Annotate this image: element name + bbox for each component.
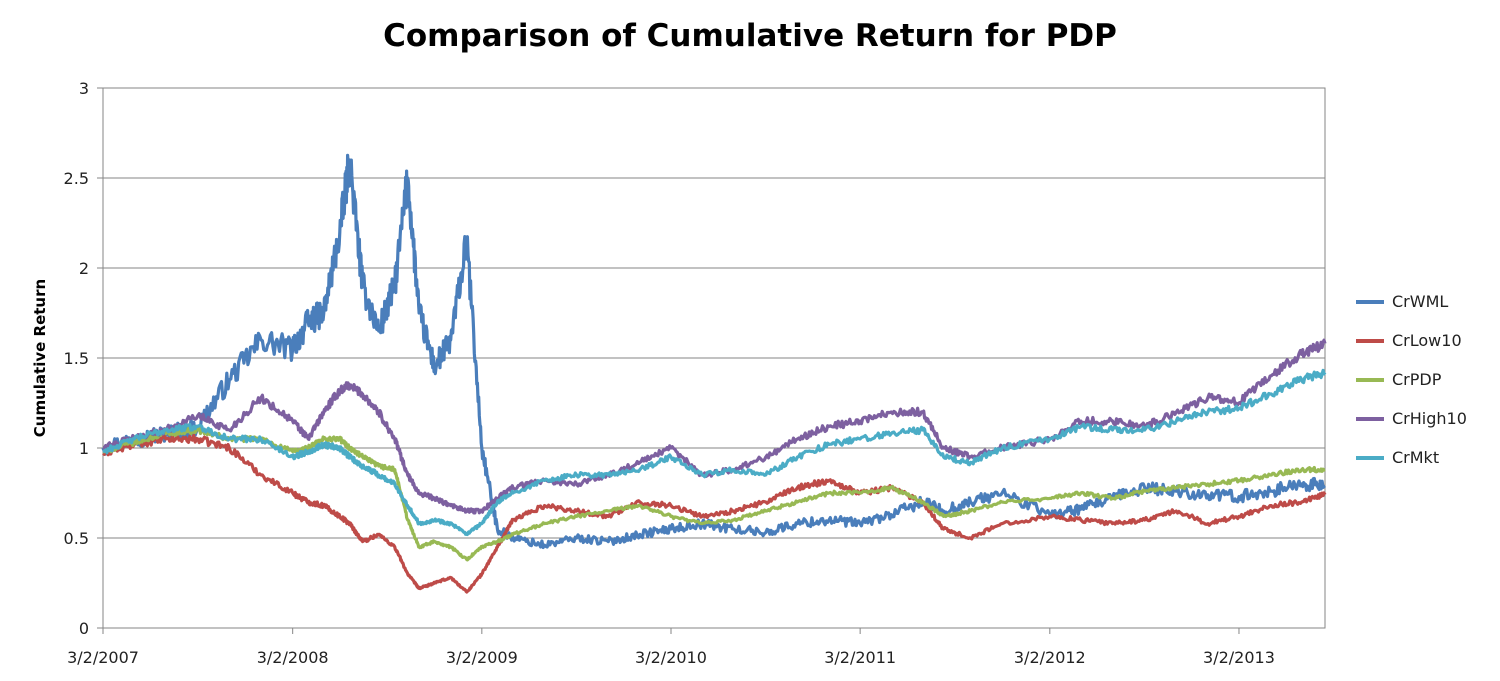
x-tick-label: 3/2/2007 bbox=[67, 648, 139, 667]
y-tick-label: 2.5 bbox=[64, 169, 89, 188]
legend-swatch bbox=[1356, 377, 1384, 382]
x-tick-label: 3/2/2011 bbox=[824, 648, 896, 667]
series-line-crwml bbox=[101, 153, 1326, 550]
legend-item: CrLow10 bbox=[1356, 321, 1496, 360]
series-line-crlow10 bbox=[102, 433, 1327, 594]
y-tick-label: 0 bbox=[79, 619, 89, 638]
legend: CrWML CrLow10 CrPDP CrHigh10 CrMkt bbox=[1356, 282, 1496, 477]
legend-label: CrWML bbox=[1392, 292, 1449, 311]
legend-swatch bbox=[1356, 455, 1384, 460]
y-tick-label: 1.5 bbox=[64, 349, 89, 368]
x-tick-label: 3/2/2008 bbox=[257, 648, 329, 667]
y-tick-label: 3 bbox=[79, 79, 89, 98]
series-line-crmkt bbox=[102, 368, 1327, 537]
axes bbox=[97, 87, 1326, 634]
x-tick-label: 3/2/2010 bbox=[635, 648, 707, 667]
legend-swatch bbox=[1356, 416, 1384, 421]
legend-label: CrLow10 bbox=[1392, 331, 1462, 350]
chart-title: Comparison of Cumulative Return for PDP bbox=[383, 18, 1117, 54]
legend-label: CrPDP bbox=[1392, 370, 1442, 389]
legend-label: CrMkt bbox=[1392, 448, 1440, 467]
series-lines bbox=[101, 153, 1327, 594]
series-line-crpdp bbox=[102, 426, 1326, 562]
legend-item: CrWML bbox=[1356, 282, 1496, 321]
legend-item: CrPDP bbox=[1356, 360, 1496, 399]
legend-label: CrHigh10 bbox=[1392, 409, 1467, 428]
x-tick-label: 3/2/2009 bbox=[446, 648, 518, 667]
legend-swatch bbox=[1356, 338, 1384, 343]
y-tick-label: 1 bbox=[79, 439, 89, 458]
y-tick-label: 0.5 bbox=[64, 529, 89, 548]
legend-item: CrHigh10 bbox=[1356, 399, 1496, 438]
tick-labels: 0 0.5 1 1.5 2 2.5 3 3/2/2007 3/2/2008 3/2/2009 3/2… bbox=[64, 79, 1275, 667]
x-tick-label: 3/2/2012 bbox=[1014, 648, 1086, 667]
legend-item: CrMkt bbox=[1356, 438, 1496, 477]
x-tick-label: 3/2/2013 bbox=[1203, 648, 1275, 667]
y-tick-label: 2 bbox=[79, 259, 89, 278]
legend-swatch bbox=[1356, 299, 1384, 304]
